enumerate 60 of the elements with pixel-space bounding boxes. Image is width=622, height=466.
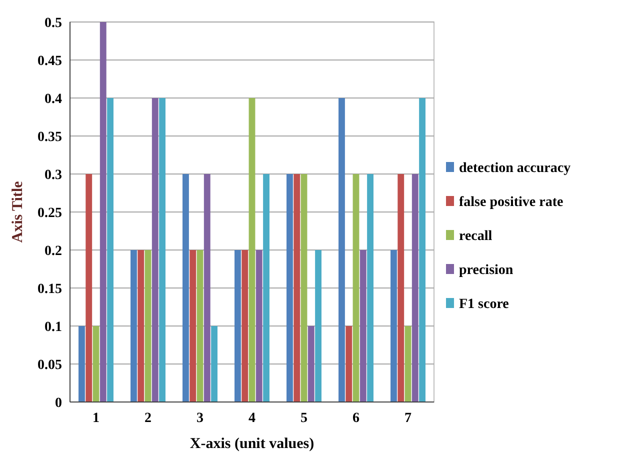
y-tick-label: 0.5	[44, 16, 62, 31]
bar	[130, 250, 137, 402]
bar	[367, 174, 374, 402]
y-tick-label: 0.1	[44, 320, 62, 335]
legend-label: detection accuracy	[459, 160, 571, 176]
bar	[190, 250, 196, 402]
y-tick-label: 0.25	[38, 206, 62, 221]
bar	[315, 250, 322, 402]
bar	[152, 98, 158, 402]
bar	[248, 98, 256, 402]
bar	[100, 22, 106, 402]
x-tick-label: 2	[144, 411, 152, 426]
x-tick-label: 1	[92, 411, 100, 426]
bar	[338, 98, 345, 402]
y-tick-label: 0.15	[38, 282, 62, 297]
legend-label: false positive rate	[459, 194, 564, 210]
legend-label: F1 score	[459, 296, 509, 312]
y-tick-label: 0.35	[38, 130, 62, 145]
y-tick-label: 0.3	[44, 168, 62, 183]
x-tick-label: 3	[196, 411, 204, 426]
y-axis-title: Axis Title	[10, 180, 26, 243]
x-axis-title: X-axis (unit values)	[190, 436, 314, 452]
bar	[86, 174, 92, 402]
x-tick-label: 7	[404, 411, 412, 426]
y-tick-label: 0	[55, 396, 62, 411]
bar	[404, 326, 412, 402]
legend-label: precision	[459, 262, 514, 278]
bar	[308, 326, 314, 402]
bar	[286, 174, 293, 402]
y-tick-label: 0.05	[38, 358, 62, 373]
bar	[412, 174, 418, 402]
bar	[419, 98, 426, 402]
x-tick-label: 5	[300, 411, 308, 426]
bar	[159, 98, 166, 402]
bar	[294, 174, 300, 402]
y-tick-label: 0.45	[38, 54, 62, 69]
bar	[204, 174, 210, 402]
bar	[390, 250, 397, 402]
y-tick-label: 0.4	[44, 92, 62, 107]
y-tick-label: 0.2	[44, 244, 62, 259]
bar	[398, 174, 404, 402]
bar	[211, 326, 218, 402]
x-tick-label: 4	[248, 411, 256, 426]
bar	[346, 326, 352, 402]
bar	[300, 174, 308, 402]
bar	[360, 250, 366, 402]
bar	[352, 174, 360, 402]
bar	[182, 174, 189, 402]
bar	[242, 250, 248, 402]
bar	[78, 326, 85, 402]
bar	[256, 250, 262, 402]
bar	[263, 174, 270, 402]
bar	[196, 250, 204, 402]
bar	[234, 250, 241, 402]
bar	[92, 326, 100, 402]
bar	[138, 250, 144, 402]
x-tick-label: 6	[352, 411, 360, 426]
legend-label: recall	[459, 228, 492, 244]
bar	[144, 250, 152, 402]
bar	[107, 98, 114, 402]
